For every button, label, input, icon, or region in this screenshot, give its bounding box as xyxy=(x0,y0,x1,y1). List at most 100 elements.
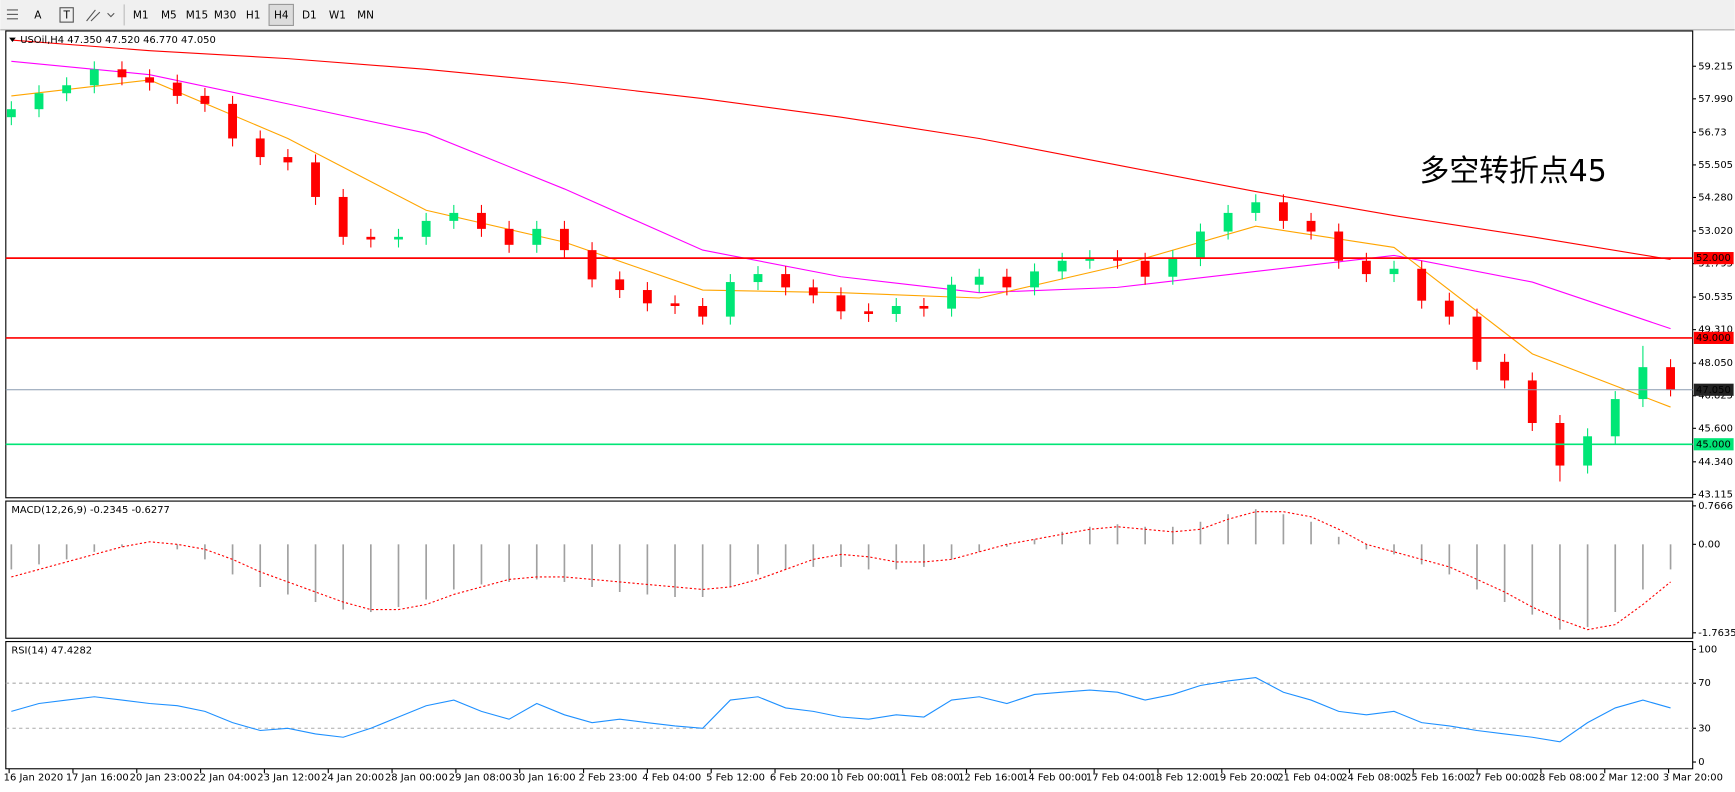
price-level-box xyxy=(1693,331,1734,344)
x-tick-label: 2 Feb 23:00 xyxy=(578,773,637,784)
x-tick-label: 24 Jan 20:00 xyxy=(321,773,384,784)
x-tick-label: 18 Feb 12:00 xyxy=(1150,773,1215,784)
candle-body xyxy=(1583,436,1593,466)
y-tick-label: 56.73 xyxy=(1698,127,1726,138)
candle-body xyxy=(1666,367,1675,390)
y-tick-label: 46.825 xyxy=(1698,391,1733,402)
timeframe-button[interactable]: H1 xyxy=(246,9,261,21)
timeframe-button[interactable]: M5 xyxy=(161,9,177,21)
x-tick-label: 25 Feb 16:00 xyxy=(1405,773,1470,784)
candle-body xyxy=(1196,231,1205,259)
candle-body xyxy=(1527,380,1537,423)
timeframe-button[interactable]: M30 xyxy=(214,9,236,21)
moving-average xyxy=(11,39,1671,261)
x-tick-label: 6 Feb 20:00 xyxy=(770,773,829,784)
timeframe-button[interactable]: W1 xyxy=(329,9,346,21)
price-level-label: 45.000 xyxy=(1696,439,1731,450)
y-tick-label: 0.00 xyxy=(1698,539,1720,550)
candle-body xyxy=(1334,231,1344,261)
candle-body xyxy=(1389,268,1399,275)
icon-draw[interactable] xyxy=(86,9,101,22)
candle-body xyxy=(34,93,44,110)
candle-body xyxy=(1500,361,1510,381)
candle-body xyxy=(615,279,625,291)
x-tick-label: 4 Feb 04:00 xyxy=(642,773,701,784)
x-tick-label: 14 Feb 00:00 xyxy=(1022,773,1087,784)
x-tick-label: 24 Feb 08:00 xyxy=(1341,773,1406,784)
candle-body xyxy=(919,305,929,309)
timeframe-bar: A T M1 M5 M15 M30 H1 H4 D1 W1 MN xyxy=(34,3,374,26)
candle-body xyxy=(781,274,791,288)
x-tick-label: 12 Feb 16:00 xyxy=(958,773,1023,784)
candle-body xyxy=(145,77,155,83)
candle-body xyxy=(172,82,182,96)
candle-body xyxy=(587,250,597,280)
candle-body xyxy=(117,69,127,78)
candle-body xyxy=(1306,220,1316,232)
candle-body xyxy=(6,109,16,118)
candle-body xyxy=(1251,202,1261,213)
x-tick-label: 11 Feb 08:00 xyxy=(894,773,959,784)
timeframe-button[interactable]: MN xyxy=(357,9,374,21)
y-tick-label: 55.505 xyxy=(1698,160,1733,171)
candle-body xyxy=(808,287,818,296)
panel xyxy=(5,30,1694,499)
y-tick-label: 54.280 xyxy=(1698,192,1733,203)
icon-dropdown[interactable] xyxy=(107,12,115,18)
timeframe-button[interactable]: D1 xyxy=(302,9,317,21)
x-tick-label: 2 Mar 12:00 xyxy=(1599,773,1659,784)
y-tick-label: 0.7666 xyxy=(1698,501,1733,512)
candle-body xyxy=(366,236,376,240)
y-tick-label: 100 xyxy=(1698,644,1717,655)
price-level-label: 47.050 xyxy=(1696,385,1731,396)
price-level-label: 52.000 xyxy=(1696,253,1731,264)
y-tick-label: 49.310 xyxy=(1698,325,1733,336)
x-tick-label: 29 Jan 08:00 xyxy=(449,773,512,784)
candle-body xyxy=(311,162,320,197)
candle-body xyxy=(62,85,72,94)
price-level-box xyxy=(1693,383,1734,396)
x-tick-label: 17 Feb 04:00 xyxy=(1086,773,1151,784)
panel xyxy=(5,500,1694,639)
y-tick-label: 48.050 xyxy=(1698,358,1733,369)
candle-body xyxy=(1610,399,1620,437)
candle-body xyxy=(836,295,846,312)
y-tick-label: 0 xyxy=(1698,757,1704,768)
timeframe-button[interactable]: M1 xyxy=(133,9,149,21)
candle-body xyxy=(698,305,708,317)
y-tick-label: 70 xyxy=(1698,678,1711,689)
candle-body xyxy=(449,212,459,221)
candle-body xyxy=(1223,212,1233,232)
candle-body xyxy=(338,196,348,237)
candle-body xyxy=(532,228,542,245)
candle-body xyxy=(1085,258,1095,261)
charts: 59.21557.99056.7355.50554.28053.02051.79… xyxy=(4,30,1735,784)
tool-label[interactable]: A xyxy=(34,9,42,21)
x-tick-label: 30 Jan 16:00 xyxy=(513,773,576,784)
price-level-box xyxy=(1693,252,1734,265)
candle-body xyxy=(1638,367,1648,400)
x-tick-label: 27 Feb 00:00 xyxy=(1469,773,1534,784)
panel xyxy=(5,641,1694,770)
candle-body xyxy=(504,228,514,245)
candle-body xyxy=(559,228,569,251)
candle-body xyxy=(1030,271,1039,288)
candle-body xyxy=(228,103,237,139)
x-tick-label: 3 Mar 20:00 xyxy=(1663,773,1723,784)
candle-body xyxy=(642,290,652,304)
candle-body xyxy=(1417,268,1427,301)
indicator-title: MACD(12,26,9) -0.2345 -0.6277 xyxy=(11,505,170,516)
candle-body xyxy=(670,303,680,306)
x-tick-label: 16 Jan 2020 xyxy=(4,773,64,784)
macd-signal xyxy=(11,511,1671,631)
chart-title: USOil,H4 47.350 47.520 46.770 47.050 xyxy=(20,35,216,46)
candle-body xyxy=(200,95,210,104)
candle-body xyxy=(947,284,956,309)
candle-body xyxy=(1168,258,1178,277)
tool-label[interactable]: T xyxy=(62,9,70,21)
timeframe-button[interactable]: M15 xyxy=(186,9,208,21)
timeframe-button[interactable]: H4 xyxy=(274,9,289,21)
y-tick-label: -1.7635 xyxy=(1698,628,1735,639)
icon-box[interactable] xyxy=(59,7,74,23)
